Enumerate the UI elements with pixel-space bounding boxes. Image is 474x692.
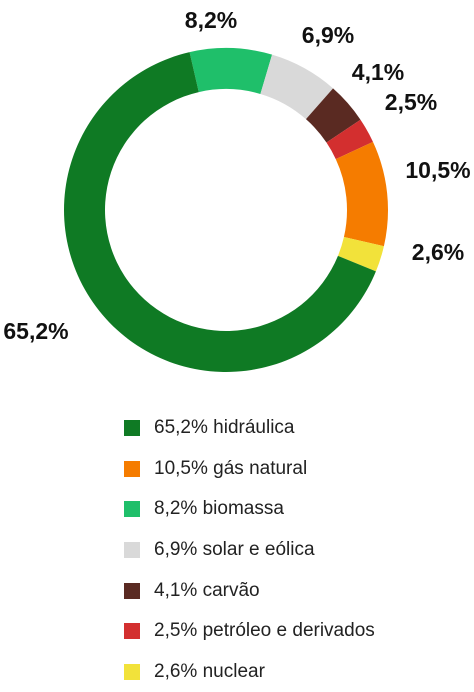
slice-percent-label: 4,1% [352, 59, 404, 85]
slice-percent-label: 2,6% [412, 239, 464, 265]
donut-slice [337, 237, 384, 272]
legend-item: 2,5% petróleo e derivados [124, 611, 464, 652]
legend-label: 2,6% nuclear [154, 660, 265, 682]
chart-legend: 65,2% hidráulica 10,5% gás natural 8,2% bi… [124, 408, 464, 692]
legend-swatch [124, 420, 140, 437]
slice-percent-label: 65,2% [3, 318, 68, 344]
legend-swatch [124, 542, 140, 559]
donut-slice [260, 54, 334, 120]
donut-slice [326, 119, 373, 160]
legend-label: 4,1% carvão [154, 579, 260, 601]
legend-swatch [124, 663, 140, 680]
donut-slices [63, 48, 389, 373]
legend-label: 6,9% solar e eólica [154, 539, 315, 561]
legend-item: 65,2% hidráulica [124, 408, 464, 449]
legend-swatch [124, 623, 140, 640]
legend-item: 10,5% gás natural [124, 449, 464, 490]
donut-slice [189, 48, 273, 94]
slice-percent-label: 6,9% [302, 22, 354, 48]
slice-percent-label: 10,5% [405, 157, 470, 183]
slice-percent-label: 2,5% [385, 89, 437, 115]
legend-swatch [124, 501, 140, 518]
legend-item: 6,9% solar e eólica [124, 530, 464, 571]
legend-item: 4,1% carvão [124, 570, 464, 611]
legend-item: 2,6% nuclear [124, 652, 464, 692]
legend-label: 65,2% hidráulica [154, 417, 295, 439]
legend-label: 8,2% biomassa [154, 498, 284, 520]
legend-swatch [124, 582, 140, 599]
donut-slice [335, 141, 389, 247]
donut-chart: 8,2% 6,9% 4,1% 2,5% 10,5% 2,6% 65,2% [3, 7, 471, 373]
slice-percent-label: 8,2% [185, 7, 237, 33]
legend-label: 10,5% gás natural [154, 457, 308, 479]
legend-label: 2,5% petróleo e derivados [154, 620, 375, 642]
legend-swatch [124, 460, 140, 477]
slice-labels: 8,2% 6,9% 4,1% 2,5% 10,5% 2,6% 65,2% [3, 7, 470, 344]
donut-slice [305, 88, 361, 143]
legend-item: 8,2% biomassa [124, 489, 464, 530]
